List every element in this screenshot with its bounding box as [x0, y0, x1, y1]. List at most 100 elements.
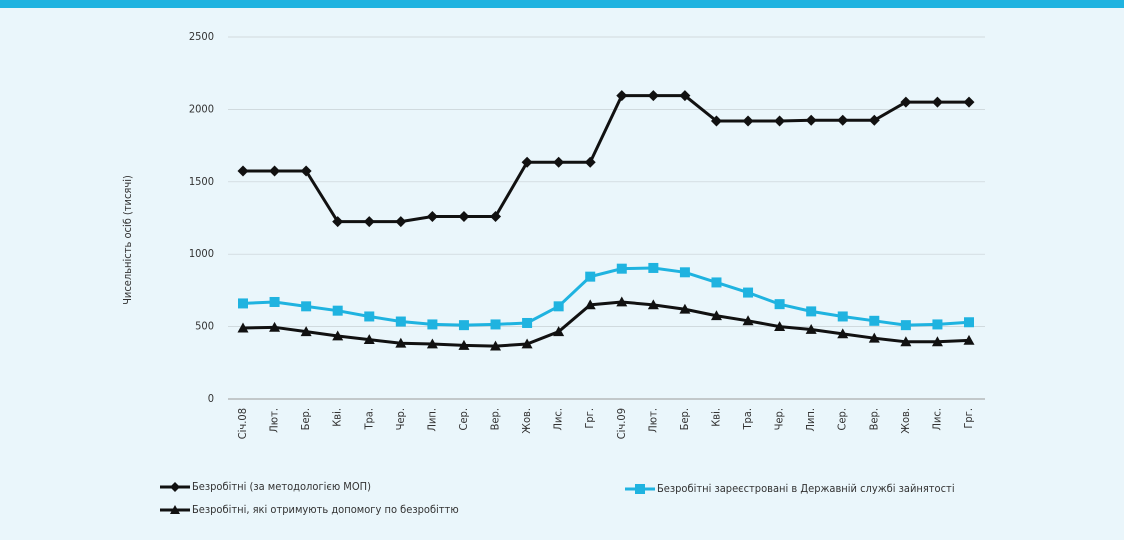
y-tick-label: 1000 — [189, 247, 214, 260]
y-tick-label: 0 — [208, 392, 214, 405]
marker — [237, 165, 249, 177]
marker — [742, 315, 754, 326]
marker — [522, 317, 533, 328]
x-tick-label: Лют. — [646, 408, 659, 433]
x-tick-label: Лип. — [804, 408, 817, 432]
x-tick-label: Тра. — [362, 408, 375, 431]
marker — [743, 287, 754, 298]
marker — [679, 90, 691, 102]
header-bar — [0, 0, 1124, 8]
legend-label: Безробітні (за методологією МОП) — [192, 480, 371, 493]
marker — [774, 115, 786, 127]
x-tick-label: Грг. — [583, 408, 596, 429]
x-tick-label: Вер. — [489, 408, 502, 430]
y-tick-label: 1500 — [189, 175, 214, 188]
marker — [869, 315, 880, 326]
marker — [458, 339, 470, 350]
marker — [837, 328, 849, 339]
marker — [805, 114, 817, 126]
marker — [170, 505, 180, 514]
marker — [238, 298, 248, 309]
marker — [837, 311, 848, 322]
marker — [679, 267, 690, 278]
legend-label: Безробітні зареєстровані в Державній слу… — [657, 482, 955, 495]
marker — [647, 299, 659, 310]
legend-label: Безробітні, які отримують допомогу по бе… — [192, 503, 459, 516]
marker — [269, 165, 281, 177]
y-tick-label: 2000 — [189, 102, 214, 115]
marker — [900, 336, 912, 347]
x-tick-label: Лип. — [425, 408, 438, 432]
marker — [490, 319, 501, 330]
marker — [427, 319, 438, 330]
marker — [269, 321, 281, 332]
marker — [585, 271, 596, 282]
series-line — [242, 266, 970, 327]
marker — [868, 332, 880, 343]
x-tick-label: Сер. — [836, 408, 849, 430]
marker — [553, 301, 564, 312]
marker — [710, 115, 722, 127]
marker — [900, 320, 911, 331]
x-tick-label: Сер. — [457, 408, 470, 430]
marker — [490, 211, 502, 223]
marker — [426, 211, 438, 223]
marker — [868, 114, 880, 126]
marker — [395, 337, 407, 348]
marker — [648, 262, 659, 273]
marker — [269, 296, 280, 307]
x-tick-label: Бер. — [678, 408, 691, 430]
marker — [458, 320, 469, 331]
marker — [710, 310, 722, 321]
x-tick-label: Вер. — [867, 408, 880, 430]
marker — [332, 216, 344, 228]
marker — [931, 336, 943, 347]
x-tick-label: Чер. — [773, 408, 786, 430]
marker — [616, 90, 628, 102]
marker — [711, 277, 722, 288]
marker — [300, 165, 312, 177]
marker — [584, 156, 596, 168]
x-tick-label: Лис. — [552, 408, 565, 430]
marker — [364, 311, 375, 322]
x-tick-label: Січ.09 — [615, 408, 628, 439]
marker — [395, 216, 407, 228]
marker — [553, 326, 565, 337]
marker — [553, 156, 565, 168]
marker — [932, 319, 943, 330]
marker — [931, 96, 943, 108]
marker — [837, 114, 849, 126]
marker — [774, 299, 785, 310]
marker — [332, 305, 343, 316]
x-tick-label: Лис. — [930, 408, 943, 430]
marker — [521, 338, 533, 349]
marker — [963, 334, 975, 345]
x-tick-label: Грг. — [962, 408, 975, 429]
marker — [806, 306, 817, 317]
marker — [301, 301, 312, 312]
marker — [521, 156, 533, 168]
marker — [458, 211, 470, 223]
y-axis-label: Чисельність осіб (тисячі) — [121, 175, 134, 305]
series-line — [243, 94, 969, 224]
marker — [363, 216, 375, 228]
marker — [490, 340, 502, 351]
marker — [742, 115, 754, 127]
y-tick-label: 2500 — [189, 30, 214, 43]
x-tick-label: Чер. — [394, 408, 407, 430]
y-tick-label: 500 — [195, 320, 214, 333]
series-line — [242, 300, 970, 348]
marker — [805, 323, 817, 334]
marker — [395, 316, 406, 327]
x-tick-label: Жов. — [899, 408, 912, 434]
x-tick-label: Січ.08 — [236, 408, 249, 439]
marker — [426, 338, 438, 349]
x-tick-label: Кві. — [331, 408, 344, 427]
marker — [900, 96, 912, 108]
x-tick-label: Бер. — [299, 408, 312, 430]
marker — [300, 326, 312, 337]
marker — [964, 317, 974, 328]
x-tick-label: Тра. — [741, 408, 754, 431]
marker — [363, 334, 375, 345]
marker — [647, 90, 659, 102]
